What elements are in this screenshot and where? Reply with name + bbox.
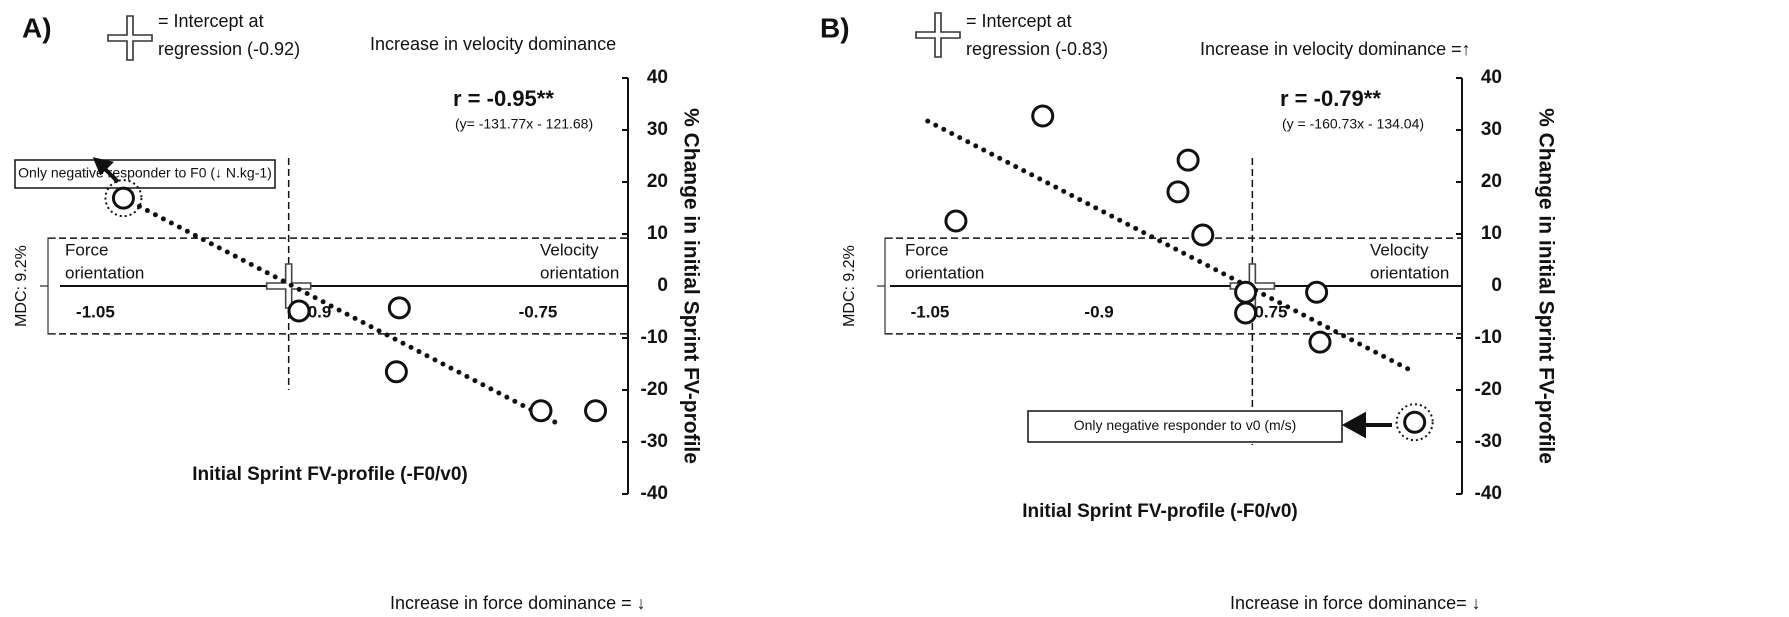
y-tick-label: -20 bbox=[641, 379, 668, 400]
y-tick-label: -10 bbox=[1475, 327, 1502, 348]
data-point bbox=[1403, 410, 1427, 434]
force-label: Force bbox=[905, 240, 948, 259]
x-tick-label: -0.9 bbox=[1084, 302, 1113, 321]
equation: (y= -131.77x - 121.68) bbox=[455, 116, 593, 132]
data-point bbox=[1031, 104, 1055, 128]
callout-text: Only negative responder to v0 (m/s) bbox=[1074, 417, 1297, 433]
data-point bbox=[1176, 148, 1200, 172]
x-tick-label: -0.75 bbox=[1249, 302, 1288, 321]
y-tick-label: -20 bbox=[1475, 379, 1502, 400]
mdc-label: MDC: 9.2% bbox=[13, 245, 30, 327]
force-label: orientation bbox=[905, 263, 984, 282]
callout-arrow bbox=[92, 157, 120, 184]
bottom-note: Increase in force dominance= ↓ bbox=[1230, 593, 1481, 613]
callout-text: Only negative responder to F0 (↓ N.kg-1) bbox=[18, 165, 272, 181]
y-tick-label: 10 bbox=[1481, 223, 1502, 244]
x-tick-label: -0.75 bbox=[519, 302, 558, 321]
highlight-ring bbox=[104, 179, 143, 218]
y-tick-label: -40 bbox=[1475, 483, 1502, 504]
r-value: r = -0.95** bbox=[453, 86, 554, 111]
legend-cross bbox=[915, 12, 961, 58]
y-axis-title: % Change in initial Sprint FV-profile bbox=[679, 108, 702, 464]
data-point bbox=[1234, 301, 1258, 325]
y-tick-label: -10 bbox=[641, 327, 668, 348]
regression-line bbox=[925, 118, 1417, 375]
equation: (y = -160.73x - 134.04) bbox=[1282, 116, 1424, 132]
x-tick-label: -1.05 bbox=[76, 302, 115, 321]
data-point bbox=[584, 399, 608, 423]
top-note: Increase in velocity dominance =↑ bbox=[1200, 39, 1471, 59]
x-axis-title: Initial Sprint FV-profile (-F0/v0) bbox=[192, 464, 468, 485]
legend-text: = Intercept at bbox=[966, 11, 1072, 31]
y-tick-label: 40 bbox=[647, 67, 668, 88]
x-axis-title: Initial Sprint FV-profile (-F0/v0) bbox=[1022, 501, 1298, 522]
y-tick-label: 0 bbox=[1491, 275, 1502, 296]
data-point bbox=[1308, 330, 1332, 354]
mdc-bracket bbox=[877, 237, 893, 335]
velocity-label: Velocity bbox=[1370, 240, 1429, 259]
force-label: Force bbox=[65, 240, 108, 259]
data-point bbox=[1166, 180, 1190, 204]
y-tick-label: 10 bbox=[647, 223, 668, 244]
data-point bbox=[387, 296, 411, 320]
y-tick-label: 0 bbox=[657, 275, 668, 296]
data-point bbox=[287, 299, 311, 323]
data-point bbox=[1191, 223, 1215, 247]
y-axis-title: % Change in initial Sprint FV-profile bbox=[1534, 108, 1557, 464]
callout-box bbox=[14, 159, 276, 189]
data-point bbox=[944, 209, 968, 233]
panel: B) = Intercept at regression (-0.83) Increa… bbox=[820, 11, 1557, 613]
x-tick-label: -1.05 bbox=[911, 302, 950, 321]
y-tick-label: 40 bbox=[1481, 67, 1502, 88]
data-point bbox=[384, 360, 408, 384]
legend-cross bbox=[107, 15, 153, 61]
y-tick-label: -30 bbox=[1475, 431, 1502, 452]
data-point bbox=[1305, 280, 1329, 304]
velocity-label: Velocity bbox=[540, 240, 599, 259]
y-tick-label: -40 bbox=[641, 483, 668, 504]
y-tick-label: 20 bbox=[1481, 171, 1502, 192]
top-note: Increase in velocity dominance bbox=[370, 34, 616, 54]
regression-line bbox=[120, 195, 563, 428]
callout-box bbox=[1027, 410, 1343, 443]
y-tick-label: 20 bbox=[647, 171, 668, 192]
data-point bbox=[529, 399, 553, 423]
legend-text: regression (-0.83) bbox=[966, 39, 1108, 59]
y-tick-label: -30 bbox=[641, 431, 668, 452]
mdc-label: MDC: 9.2% bbox=[841, 245, 858, 327]
bottom-note: Increase in force dominance = ↓ bbox=[390, 593, 646, 613]
velocity-label: orientation bbox=[1370, 263, 1449, 282]
data-point bbox=[111, 186, 135, 210]
r-value: r = -0.79** bbox=[1280, 86, 1381, 111]
velocity-label: orientation bbox=[540, 263, 619, 282]
highlight-ring bbox=[1395, 403, 1434, 442]
y-tick-label: 30 bbox=[647, 119, 668, 140]
y-tick-label: 30 bbox=[1481, 119, 1502, 140]
legend-text: = Intercept at bbox=[158, 11, 264, 31]
legend-text: regression (-0.92) bbox=[158, 39, 300, 59]
panel-label: A) bbox=[22, 12, 52, 43]
force-label: orientation bbox=[65, 263, 144, 282]
callout-arrow bbox=[1341, 411, 1392, 439]
panel: A) = Intercept at regression (-0.92) Increa… bbox=[13, 11, 702, 613]
data-point bbox=[1234, 280, 1258, 304]
panel-label: B) bbox=[820, 12, 850, 43]
mdc-bracket bbox=[40, 237, 56, 335]
